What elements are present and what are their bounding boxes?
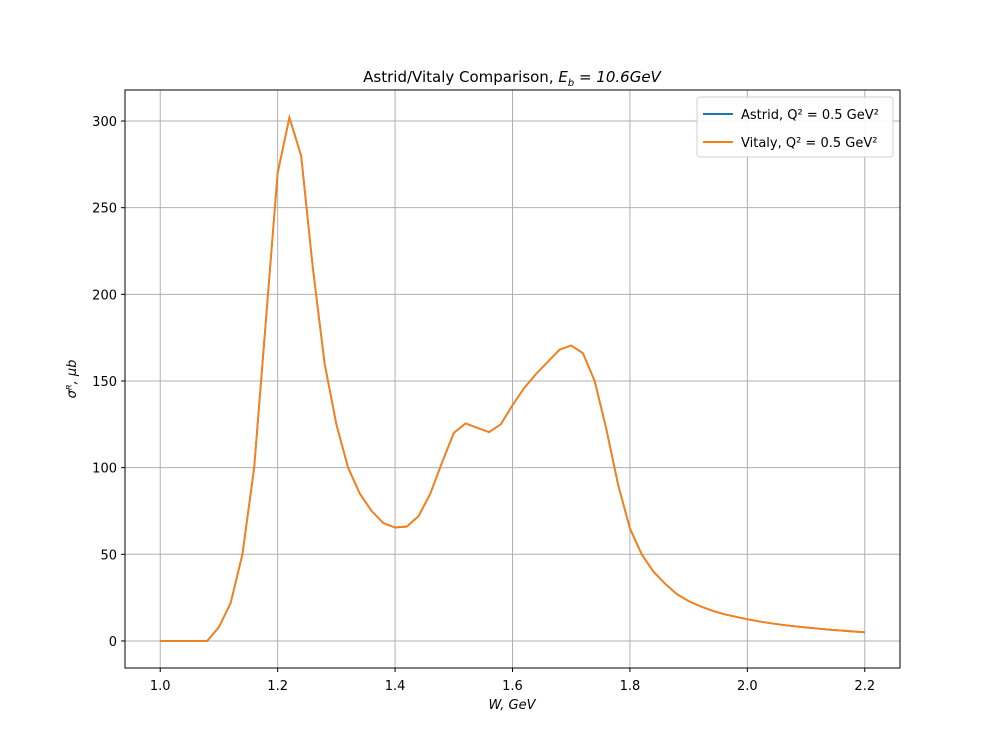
x-tick-label: 1.6 xyxy=(502,679,523,694)
y-tick-label: 250 xyxy=(92,202,117,217)
x-tick-label: 1.2 xyxy=(267,679,288,694)
y-axis-label: σᴿ, μb xyxy=(65,360,80,399)
legend-label: Astrid, Q² = 0.5 GeV² xyxy=(741,108,879,123)
y-tick-label: 0 xyxy=(109,635,117,650)
title-part: E xyxy=(558,68,568,86)
title-part: b xyxy=(568,78,574,89)
x-tick-label: 1.4 xyxy=(385,679,406,694)
x-tick-label: 2.2 xyxy=(854,679,875,694)
x-tick-label: 1.0 xyxy=(150,679,171,694)
y-tick-label: 100 xyxy=(92,462,117,477)
plot-frame xyxy=(124,89,901,669)
x-axis-label: W, GeV xyxy=(488,698,536,713)
y-tick-label: 200 xyxy=(92,288,117,303)
legend-box xyxy=(696,96,894,158)
legend-label: Vitaly, Q² = 0.5 GeV² xyxy=(741,136,877,151)
y-tick-label: 300 xyxy=(92,115,117,130)
y-tick-label: 150 xyxy=(92,375,117,390)
x-tick-label: 2.0 xyxy=(737,679,758,694)
title-part: = 10.6GeV xyxy=(574,68,662,86)
series-line xyxy=(160,113,865,642)
title-part: Astrid/Vitaly Comparison, xyxy=(363,68,558,86)
x-tick-label: 1.8 xyxy=(620,679,641,694)
chart-title: Astrid/Vitaly Comparison, Eb = 10.6GeV xyxy=(363,68,662,89)
y-tick-label: 50 xyxy=(100,548,117,563)
